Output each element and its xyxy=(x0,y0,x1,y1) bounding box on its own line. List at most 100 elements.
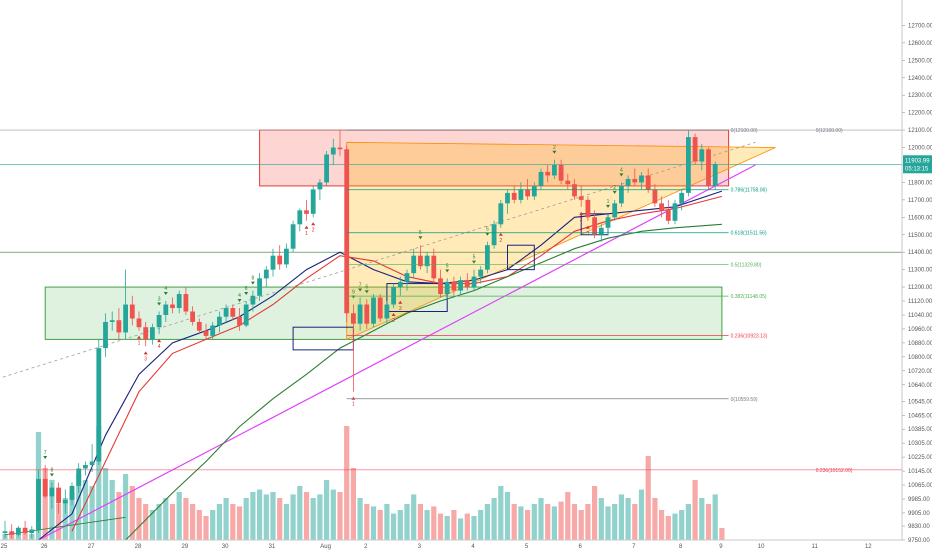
volume-bar xyxy=(719,528,725,540)
sell-count-label: 2 xyxy=(553,145,556,151)
candle-body xyxy=(277,255,283,265)
volume-bar xyxy=(592,486,598,540)
fib-label: 0.382(11148.05) xyxy=(731,294,767,300)
candle-body xyxy=(250,295,256,305)
time-tick-label: Aug xyxy=(320,544,331,550)
fib-levels: 0(12100.00) 0.786(11758.06) 0.618(11511.56… xyxy=(346,128,853,474)
trend-line-magenta xyxy=(38,164,756,541)
volume-bar xyxy=(404,504,410,540)
volume-bar xyxy=(411,494,417,540)
candle-body xyxy=(565,180,571,185)
sell-count-label: 6 xyxy=(245,286,248,292)
candle-body xyxy=(22,527,28,534)
candle-body xyxy=(36,478,41,530)
volume-bar xyxy=(76,474,82,540)
fib-label: 0(10559.59) xyxy=(731,397,758,403)
volume-bar xyxy=(444,516,450,540)
candle-body xyxy=(290,224,296,249)
candle-body xyxy=(96,348,102,462)
sell-setup-marker xyxy=(612,190,617,194)
time-tick-label: 7 xyxy=(632,544,636,550)
price-axis[interactable]: 9750.00 9830.00 9905.00 9985.00 10065.00 1014… xyxy=(901,0,932,544)
volume-bar xyxy=(223,498,229,540)
candle-body xyxy=(659,203,664,211)
volume-bar xyxy=(143,504,149,540)
buy-count-label: 3 xyxy=(399,306,402,312)
candle-body xyxy=(712,164,718,186)
volume-bar xyxy=(49,480,55,540)
volume-bar xyxy=(471,516,477,540)
candle-body xyxy=(552,164,557,176)
volume-bar xyxy=(163,498,169,540)
time-tick-label: 9 xyxy=(719,544,723,550)
sell-count-label: 5 xyxy=(473,255,476,261)
volume-bar xyxy=(679,510,685,540)
candle-body xyxy=(150,327,155,340)
price-tick-label: 11800.00 xyxy=(908,180,932,186)
price-tick-label: 12400.00 xyxy=(908,76,932,82)
volume-bar xyxy=(618,494,624,540)
volume-bar xyxy=(531,504,537,540)
candle-body xyxy=(324,154,329,183)
candle-body xyxy=(257,278,262,296)
volume-bar xyxy=(263,494,269,540)
sell-setup-marker xyxy=(358,288,363,292)
volume-bar xyxy=(15,534,21,540)
time-tick-label: 2 xyxy=(364,544,368,550)
volume-bar xyxy=(317,494,323,540)
buy-count-label: 1 xyxy=(352,402,355,408)
sell-count-label: 4 xyxy=(164,286,167,292)
volume-bar xyxy=(169,504,176,540)
candle-body xyxy=(679,192,685,204)
time-tick-label: 27 xyxy=(88,544,95,550)
sell-count-label: 4 xyxy=(620,167,623,173)
volume-bar xyxy=(109,480,115,540)
volume-bar xyxy=(337,492,343,540)
price-tick-label: 10225.00 xyxy=(908,455,932,461)
time-tick-label: 10 xyxy=(758,544,765,550)
time-axis[interactable]: 25 26 27 28 29 30 31 Aug 2 3 4 5 6 7 8 9 10 11 12 xyxy=(0,539,902,550)
volume-bar xyxy=(56,504,62,540)
buy-setup-marker xyxy=(391,313,396,317)
price-tick-label: 12200.00 xyxy=(908,111,932,117)
time-tick-label: 26 xyxy=(41,544,48,550)
candle-body xyxy=(572,184,577,197)
candle-body xyxy=(384,304,390,319)
sell-count-label: 7 xyxy=(44,450,47,456)
bar-countdown: 05:13:15 xyxy=(905,166,929,172)
candle-body xyxy=(344,149,350,314)
candle-body xyxy=(176,294,182,309)
volume-bar xyxy=(525,510,531,540)
candle-body xyxy=(464,280,470,288)
candle-body xyxy=(217,316,222,326)
sell-setup-marker xyxy=(445,269,450,273)
volume-bar xyxy=(156,504,162,540)
volume-bar xyxy=(585,504,591,540)
price-tick-label: 10145.00 xyxy=(908,469,932,475)
candle-body xyxy=(692,137,698,162)
candle-body xyxy=(404,273,410,282)
volume-bar xyxy=(705,504,712,540)
last-price-value: 11903.99 xyxy=(905,158,930,164)
sell-count-label: 8 xyxy=(51,467,54,473)
volume-bar xyxy=(571,504,578,540)
candle-body xyxy=(639,175,644,183)
candle-body xyxy=(357,304,363,324)
volume-bar xyxy=(498,486,504,540)
candle-body xyxy=(330,147,336,155)
fib-upper-label: 0(12100.00) xyxy=(816,128,843,134)
volume-bar xyxy=(638,489,645,540)
volume-bar xyxy=(230,504,236,540)
volume-bar xyxy=(545,504,551,540)
last-price-badge xyxy=(903,155,932,174)
candle-body xyxy=(170,304,175,309)
candle-body xyxy=(49,487,55,497)
candle-body xyxy=(9,531,15,535)
candle-body xyxy=(129,304,135,319)
sell-count-label: 2 xyxy=(613,185,616,191)
candle-body xyxy=(592,217,597,235)
volume-bar xyxy=(123,474,129,540)
time-tick-label: 25 xyxy=(1,544,8,550)
time-tick-label: 29 xyxy=(182,544,189,550)
